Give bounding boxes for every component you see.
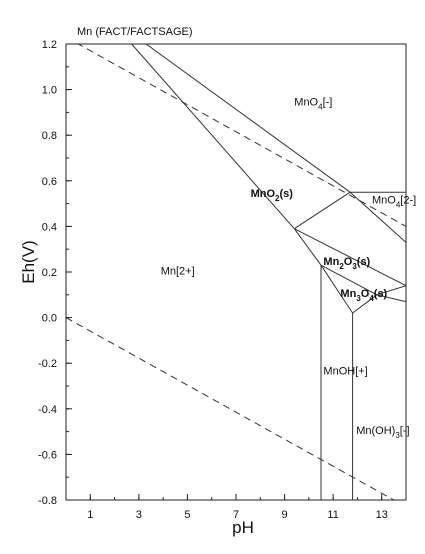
phase-boundary-line (294, 228, 406, 287)
region-label: MnOH[+] (323, 366, 367, 378)
y-tick-label: -0.8 (38, 495, 57, 507)
phase-boundary-line (294, 191, 351, 230)
x-tick-label: 7 (233, 509, 239, 521)
region-label: Mn[2+] (161, 265, 195, 277)
region-label: Mn2O3(s) (323, 256, 370, 271)
phase-boundary-line (320, 264, 354, 314)
region-label: MnO4[2-] (372, 195, 416, 210)
y-tick-label: 0.6 (42, 176, 57, 188)
region-label: MnO2(s) (251, 188, 294, 203)
x-axis-title: pH (232, 518, 254, 537)
region-label: Mn(OH)3[-] (356, 425, 409, 440)
phase-boundary-line (145, 44, 351, 193)
y-tick-label: 1.0 (42, 85, 57, 97)
water-stability-lines (66, 44, 406, 500)
phase-boundaries (131, 44, 406, 500)
water-reduction-line (66, 317, 395, 500)
x-tick-label: 3 (136, 509, 142, 521)
y-tick-label: -0.6 (38, 449, 57, 461)
x-tick-label: 9 (282, 509, 288, 521)
phase-boundary-line (376, 294, 406, 303)
y-tick-label: -0.4 (38, 404, 57, 416)
y-tick-label: 0.0 (42, 313, 57, 325)
y-tick-label: 0.4 (42, 221, 57, 233)
y-tick-label: 1.2 (42, 39, 57, 51)
plot-frame (65, 43, 407, 501)
phase-boundary-line (376, 285, 406, 296)
axis-ticks: 1 3 5 7 9 11 131.21.00.80.60.40.20.0-0.2-0.4-0… (38, 39, 407, 521)
x-tick-label: 11 (327, 509, 338, 521)
y-tick-label: -0.2 (38, 358, 57, 370)
x-tick-label: 5 (184, 509, 190, 521)
phase-boundary-line (352, 294, 378, 314)
y-tick-label: 0.2 (42, 267, 57, 279)
region-label: Mn3O4(s) (340, 288, 387, 303)
plot-border (65, 43, 407, 501)
y-tick-label: 0.8 (42, 130, 57, 142)
phase-boundary-line (320, 264, 378, 296)
x-tick-label: 1 (87, 509, 93, 521)
region-labels: MnO4[-] MnO2(s) MnO4[2-] Mn[2+] Mn2O3(s) Mn3O… (161, 97, 416, 440)
y-axis-title: Eh(V) (19, 240, 38, 283)
phase-boundary-line (131, 44, 295, 230)
water-oxidation-line (77, 44, 406, 227)
chart-title: Mn (FACT/FACTSAGE) (77, 26, 193, 38)
phase-boundary-line (349, 191, 406, 243)
phase-boundary-line (293, 228, 322, 266)
x-tick-label: 13 (376, 509, 388, 521)
region-label: MnO4[-] (294, 97, 332, 112)
